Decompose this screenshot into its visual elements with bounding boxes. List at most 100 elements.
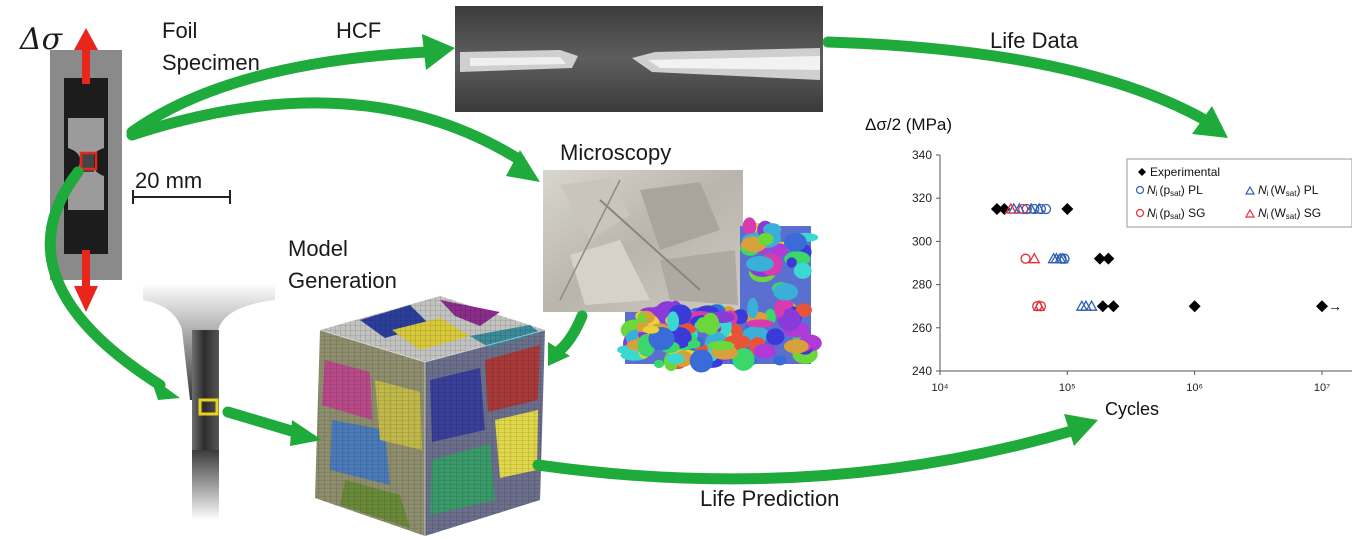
ebsd-grain bbox=[753, 343, 777, 359]
legend-diamond-icon bbox=[1138, 168, 1146, 176]
arrow-to-life-data-body bbox=[822, 36, 1211, 126]
point-triangle bbox=[1032, 299, 1046, 311]
ebsd-grain bbox=[793, 262, 812, 279]
point-experimental bbox=[990, 203, 1003, 215]
x-tick-label: 10⁷ bbox=[1314, 382, 1330, 394]
y-tick-label: 240 bbox=[912, 364, 932, 378]
ebsd-grain bbox=[763, 223, 782, 236]
ebsd-grain bbox=[642, 325, 660, 334]
legend-box: Experimental Ni (psat) PL Ni (Wsat) PL Ni(… bbox=[1126, 158, 1352, 228]
ebsd-grain bbox=[742, 217, 757, 236]
legend-circle-sg-icon bbox=[1135, 208, 1145, 218]
arrow-section-to-model-head-icon bbox=[290, 420, 322, 446]
load-arrow-down-icon bbox=[74, 250, 98, 312]
hcf-label: HCF bbox=[336, 18, 382, 43]
ebsd-grain bbox=[774, 300, 785, 318]
arrow-to-section-body bbox=[44, 166, 166, 391]
scale-bar bbox=[132, 190, 231, 204]
ebsd-grain bbox=[666, 353, 685, 364]
foil-label-line2: Specimen bbox=[162, 50, 260, 75]
legend-circle-pl-icon bbox=[1135, 185, 1145, 195]
point-triangle bbox=[1085, 299, 1098, 311]
ebsd-grain bbox=[746, 255, 774, 272]
arrow-to-hcf-head-icon bbox=[422, 34, 455, 70]
y-tick-label: 300 bbox=[912, 234, 932, 248]
point-triangle bbox=[1028, 252, 1041, 264]
point-circle bbox=[1018, 203, 1029, 215]
ebsd-grain bbox=[746, 319, 774, 328]
ebsd-grain bbox=[757, 232, 774, 246]
point-experimental bbox=[1188, 300, 1201, 313]
life-prediction-label: Life Prediction bbox=[700, 486, 840, 511]
point-experimental bbox=[1102, 252, 1115, 265]
point-triangle bbox=[1056, 252, 1069, 264]
ebsd-grain bbox=[667, 311, 679, 332]
microscopy-label: Microscopy bbox=[560, 140, 672, 165]
microscopy-photo bbox=[543, 170, 743, 312]
ebsd-grain bbox=[773, 355, 787, 366]
legend-triangle-pl-icon bbox=[1244, 185, 1256, 195]
polycrystal-mesh-cube bbox=[315, 296, 546, 536]
point-experimental bbox=[1096, 300, 1109, 313]
flow-arrows bbox=[44, 34, 1228, 485]
model-region-box bbox=[198, 398, 219, 416]
legend-frame bbox=[1126, 158, 1352, 228]
scale-label: 20 mm bbox=[135, 168, 203, 193]
ebsd-grain bbox=[795, 303, 812, 317]
legend-pl-triangle: Ni (Wsat) PL bbox=[1258, 183, 1319, 198]
arrow-to-microscopy-head-icon bbox=[506, 150, 540, 182]
arrow-to-life-data-head-icon bbox=[1192, 106, 1228, 138]
point-triangle bbox=[1004, 202, 1017, 214]
arrow-life-prediction-head-icon bbox=[1064, 414, 1098, 446]
data-points: → bbox=[990, 202, 1342, 314]
chart-xlabel: Cycles bbox=[1105, 399, 1159, 419]
x-tick-label: 10⁶ bbox=[1186, 382, 1203, 394]
ebsd-grain bbox=[786, 257, 797, 268]
hcf-fracture-photo bbox=[455, 6, 823, 112]
legend-pl-circle: Ni (psat) PL bbox=[1147, 183, 1203, 198]
point-triangle bbox=[1032, 202, 1046, 214]
life-chart: 240 260 280 300 320 340 10⁴ 10⁵ 10⁶ 10⁷ → Experim… bbox=[865, 115, 1352, 419]
y-tick-label: 280 bbox=[912, 278, 932, 292]
model-label-line2: Generation bbox=[288, 268, 397, 293]
y-tick-label: 260 bbox=[912, 321, 932, 335]
y-tick-label: 340 bbox=[912, 148, 932, 162]
model-label-line1: Model bbox=[288, 236, 348, 261]
axis-ticks: 240 260 280 300 320 340 10⁴ 10⁵ 10⁶ 10⁷ bbox=[912, 148, 1330, 394]
point-experimental bbox=[998, 203, 1011, 215]
arrow-life-prediction-body bbox=[532, 424, 1081, 485]
legend-triangle-sg-icon bbox=[1244, 208, 1256, 218]
specimen-section bbox=[143, 283, 275, 520]
foil-label-line1: Foil bbox=[162, 18, 198, 43]
legend-sg-circle: Ni (psat) SG bbox=[1147, 206, 1205, 221]
ebsd-grain bbox=[653, 359, 665, 369]
load-arrow-up-icon bbox=[74, 28, 98, 84]
y-tick-label: 320 bbox=[912, 191, 932, 205]
point-experimental bbox=[1316, 300, 1328, 313]
legend-sg-triangle: Ni (Wsat) SG bbox=[1258, 206, 1321, 221]
chart-ylabel: Δσ/2 (MPa) bbox=[865, 115, 952, 134]
arrow-section-to-model-body bbox=[222, 406, 301, 438]
ebsd-grain bbox=[707, 340, 735, 351]
ebsd-grain bbox=[773, 283, 799, 301]
foil-specimen-photo bbox=[50, 50, 122, 280]
ebsd-grain bbox=[766, 328, 785, 346]
ebsd-grain bbox=[689, 349, 713, 373]
region-of-interest-box bbox=[79, 151, 98, 171]
ebsd-grain bbox=[783, 339, 809, 354]
ebsd-grain bbox=[732, 348, 755, 371]
arrow-to-microscopy-body bbox=[126, 97, 526, 166]
ebsd-grain bbox=[701, 312, 720, 335]
x-tick-label: 10⁴ bbox=[932, 382, 949, 394]
arrow-micro-to-model-head-icon bbox=[548, 342, 570, 366]
point-experimental bbox=[1061, 203, 1074, 215]
ebsd-grain bbox=[687, 340, 701, 349]
point-triangle bbox=[1025, 202, 1038, 214]
ebsd-grain bbox=[783, 232, 807, 252]
arrow-to-section-head-icon bbox=[150, 376, 180, 400]
arrow-micro-to-model-body bbox=[554, 310, 588, 356]
runout-arrow-icon: → bbox=[1328, 298, 1342, 314]
point-triangle bbox=[1013, 202, 1026, 214]
